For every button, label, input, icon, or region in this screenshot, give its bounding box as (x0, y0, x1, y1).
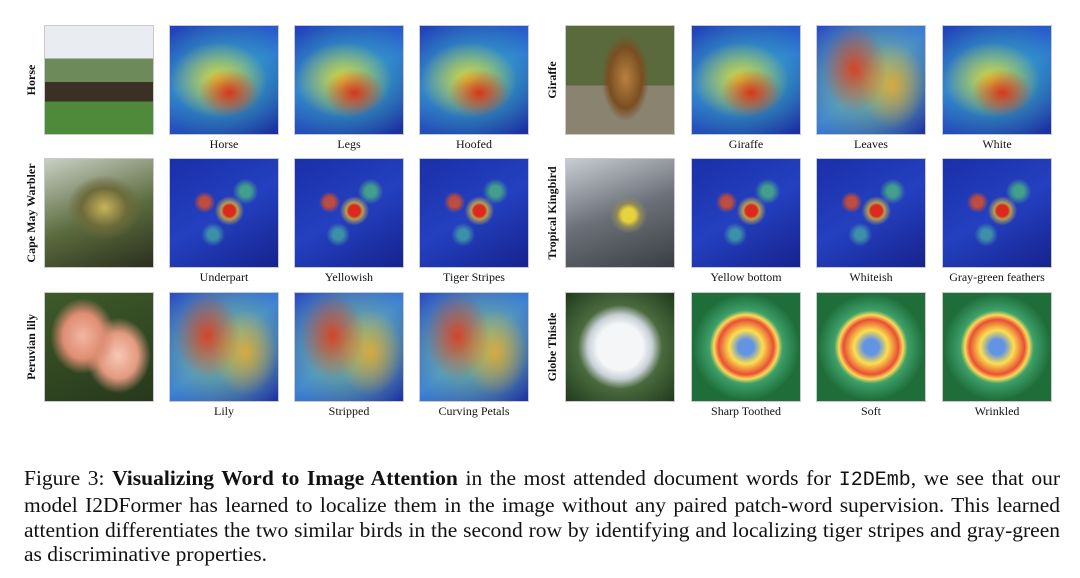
attention-heatmap (419, 292, 529, 402)
attention-word-label: Giraffe (728, 137, 764, 151)
class-label: Horse (24, 64, 38, 96)
class-label: Tropical Kingbird (545, 166, 559, 260)
attention-heatmap (816, 158, 926, 268)
attention-word-label: Lily (214, 404, 234, 418)
class-label: Giraffe (545, 61, 559, 99)
attention-word-label: White (982, 137, 1012, 151)
attention-heatmap (942, 158, 1052, 268)
attention-heatmap (691, 292, 801, 402)
class-label: Cape May Warbler (24, 163, 38, 263)
attention-word-label: Legs (337, 137, 361, 151)
attention-word-label: Yellow bottom (710, 270, 782, 284)
attention-heatmap (942, 292, 1052, 402)
attention-word-label: Curving Petals (438, 404, 510, 418)
caption-prefix: Figure 3: (24, 465, 113, 490)
attention-heatmap (169, 25, 279, 135)
attention-word-label: Underpart (199, 270, 249, 284)
attention-heatmap (294, 158, 404, 268)
attention-word-label: Horse (209, 137, 239, 151)
caption-code: I2DEmb (838, 468, 911, 492)
kingbird-photo (565, 158, 675, 268)
attention-heatmap (169, 158, 279, 268)
attention-heatmap (942, 25, 1052, 135)
horse-racing-photo (44, 25, 154, 135)
caption-rest: , we see that our model I2DFormer has le… (24, 465, 1060, 567)
attention-heatmap (691, 25, 801, 135)
attention-heatmap (816, 292, 926, 402)
caption-bold-title: Visualizing Word to Image Attention (112, 465, 458, 490)
giraffe-photo (565, 25, 675, 135)
attention-heatmap (419, 25, 529, 135)
figure-caption: Figure 3: Visualizing Word to Image Atte… (24, 466, 1060, 567)
attention-heatmap (816, 25, 926, 135)
attention-heatmap (419, 158, 529, 268)
attention-heatmap (169, 292, 279, 402)
attention-word-label: Yellowish (324, 270, 374, 284)
attention-word-label: Hoofed (456, 137, 492, 151)
thistle-photo (565, 292, 675, 402)
attention-word-label: Gray-green feathers (949, 270, 1045, 284)
attention-word-label: Tiger Stripes (443, 270, 505, 284)
attention-word-label: Sharp Toothed (711, 404, 781, 418)
warbler-photo (44, 158, 154, 268)
attention-word-label: Leaves (854, 137, 888, 151)
lily-photo (44, 292, 154, 402)
attention-heatmap (691, 158, 801, 268)
attention-heatmap (294, 292, 404, 402)
attention-word-label: Soft (860, 404, 881, 418)
attention-heatmap (294, 25, 404, 135)
attention-word-label: Stripped (328, 404, 370, 418)
class-label: Peruvian lily (24, 314, 38, 380)
attention-word-label: Wrinkled (974, 404, 1020, 418)
class-label: Globe Thistle (545, 312, 559, 382)
attention-word-label: Whiteish (849, 270, 893, 284)
caption-middle: in the most attended document words for (457, 465, 839, 490)
